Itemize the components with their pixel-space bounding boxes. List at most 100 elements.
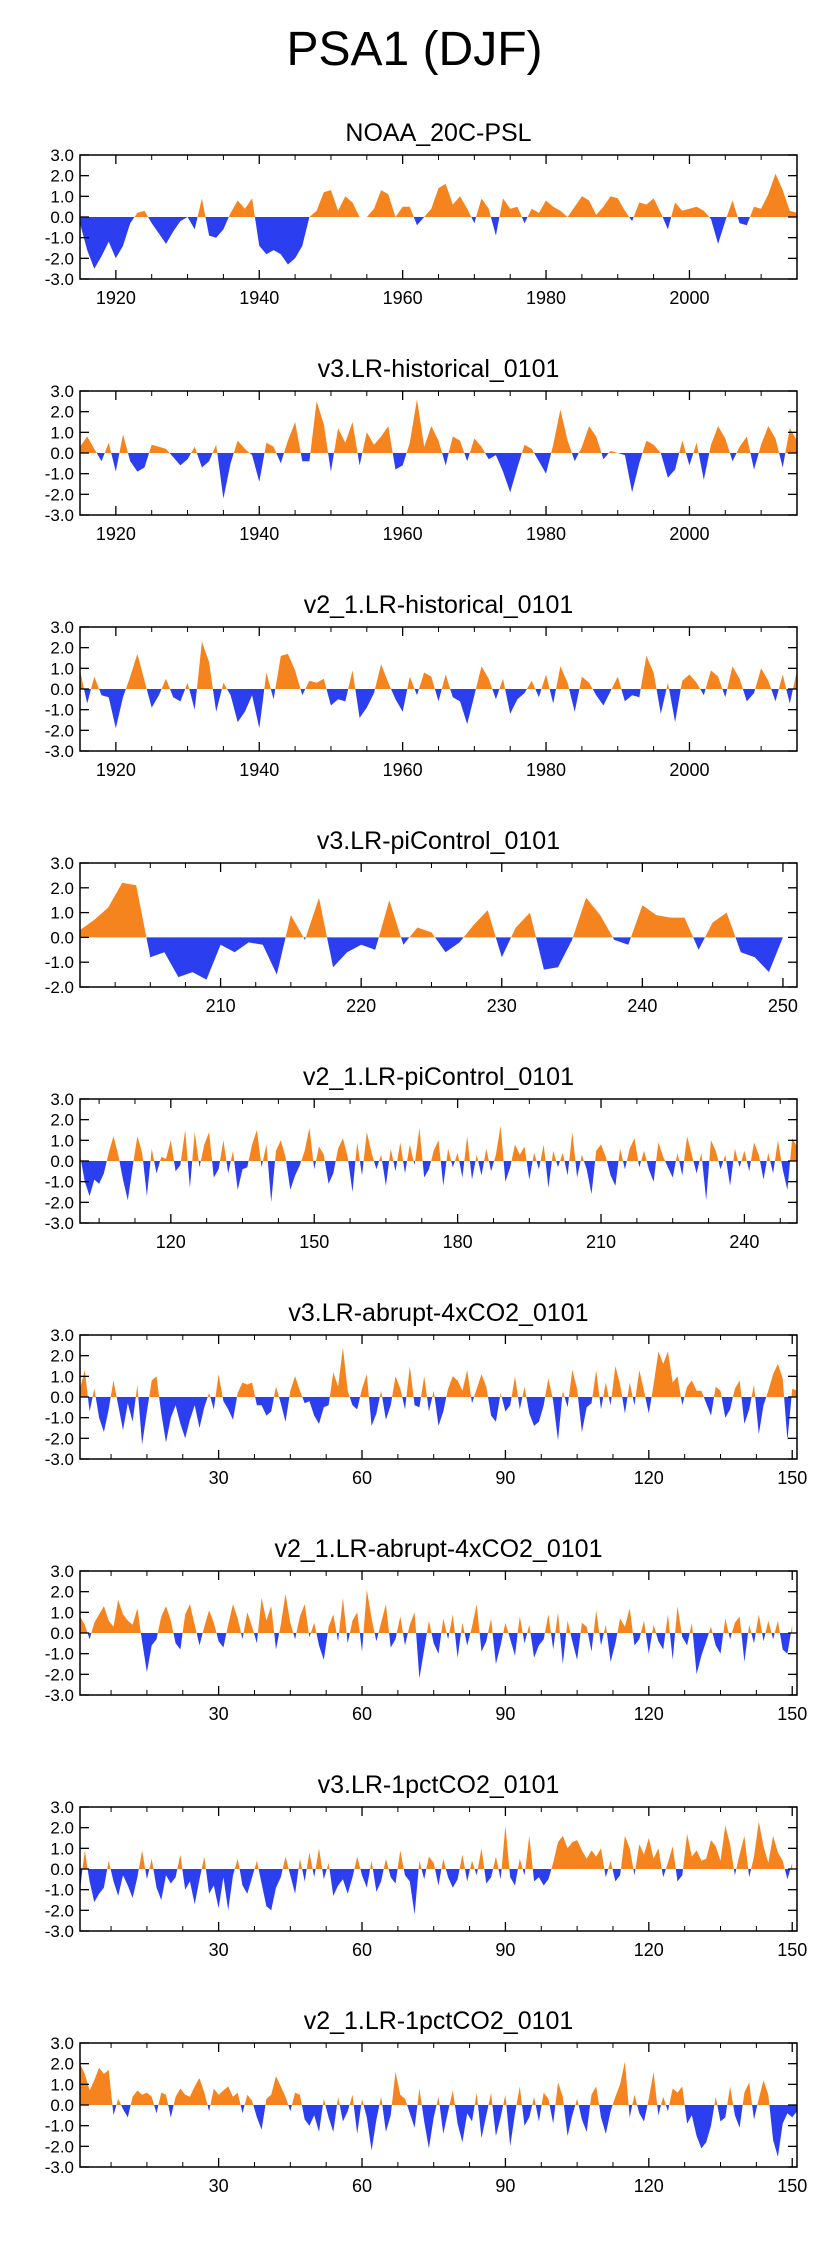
- x-tick-label: 1920: [96, 760, 136, 780]
- chart-panel: v2_1.LR-piControl_0101 3.0 2.01.0 0.0 -1.0-2…: [45, 1063, 798, 1252]
- y-tick-label: -3.0: [45, 2158, 74, 2177]
- x-tick-label: 30: [209, 2176, 229, 2196]
- chart-panel: v3.LR-1pctCO2_0101 3.0 2.01.0 0.0 -1.0-2.0 -3…: [45, 1771, 808, 1960]
- x-tick-label: 60: [352, 1940, 372, 1960]
- y-tick-label: 3.0: [50, 1562, 74, 1581]
- y-tick-label: 3.0: [50, 1798, 74, 1817]
- y-tick-label: 0.0: [50, 1388, 74, 1407]
- y-tick-label: 3.0: [50, 618, 74, 637]
- negative-area: [80, 1869, 793, 1915]
- positive-area: [80, 2061, 797, 2105]
- chart-title: v3.LR-1pctCO2_0101: [318, 1771, 560, 1799]
- positive-area: [80, 399, 797, 453]
- y-tick-label: 0.0: [50, 444, 74, 463]
- y-tick-label: -3.0: [45, 1922, 74, 1941]
- x-tick-label: 90: [495, 2176, 515, 2196]
- y-tick-label: -2.0: [45, 2137, 74, 2156]
- chart-panel: v2_1.LR-abrupt-4xCO2_0101 3.0 2.01.0 0.0 -1.…: [45, 1535, 808, 1724]
- chart-title: v2_1.LR-abrupt-4xCO2_0101: [275, 1535, 603, 1563]
- x-tick-label: 1940: [239, 760, 279, 780]
- y-tick-label: 2.0: [50, 2055, 74, 2074]
- y-tick-label: 0.0: [50, 928, 74, 947]
- y-tick-label: 2.0: [50, 1347, 74, 1366]
- x-tick-label: 220: [346, 996, 376, 1016]
- x-tick-label: 2000: [669, 760, 709, 780]
- positive-area: [80, 1821, 793, 1869]
- negative-area: [80, 453, 797, 499]
- x-tick-label: 120: [634, 1704, 664, 1724]
- y-tick-label: 2.0: [50, 879, 74, 898]
- y-tick-label: 3.0: [50, 854, 74, 873]
- x-tick-label: 240: [729, 1232, 759, 1252]
- y-tick-label: 0.0: [50, 1860, 74, 1879]
- x-tick-label: 60: [352, 1468, 372, 1488]
- x-tick-label: 1980: [526, 760, 566, 780]
- y-tick-label: -2.0: [45, 485, 74, 504]
- y-tick-label: 2.0: [50, 167, 74, 186]
- x-tick-label: 150: [777, 1468, 807, 1488]
- y-tick-label: -2.0: [45, 249, 74, 268]
- x-tick-label: 180: [443, 1232, 473, 1252]
- x-tick-label: 150: [299, 1232, 329, 1252]
- negative-area: [80, 1161, 797, 1203]
- x-tick-label: 120: [156, 1232, 186, 1252]
- x-tick-label: 2000: [669, 288, 709, 308]
- page-title: PSA1 (DJF): [286, 23, 543, 76]
- negative-area: [80, 217, 797, 269]
- x-tick-label: 60: [352, 2176, 372, 2196]
- y-tick-label: -1.0: [45, 1409, 74, 1428]
- y-tick-label: -3.0: [45, 270, 74, 289]
- x-tick-label: 2000: [669, 524, 709, 544]
- y-tick-label: 3.0: [50, 1090, 74, 1109]
- y-tick-label: -2.0: [45, 1665, 74, 1684]
- y-tick-label: 1.0: [50, 187, 74, 206]
- y-tick-label: 1.0: [50, 659, 74, 678]
- x-tick-label: 210: [586, 1232, 616, 1252]
- positive-area: [80, 1125, 797, 1161]
- y-tick-label: -1.0: [45, 2117, 74, 2136]
- x-tick-label: 150: [777, 1704, 807, 1724]
- x-tick-label: 1960: [383, 524, 423, 544]
- x-tick-label: 90: [495, 1940, 515, 1960]
- y-tick-label: -3.0: [45, 1686, 74, 1705]
- positive-area: [80, 1347, 797, 1397]
- chart-title: v2_1.LR-1pctCO2_0101: [304, 2007, 574, 2035]
- y-tick-label: -1.0: [45, 1645, 74, 1664]
- x-tick-label: 1940: [239, 524, 279, 544]
- chart-title: v3.LR-abrupt-4xCO2_0101: [288, 1299, 588, 1327]
- y-tick-label: 2.0: [50, 403, 74, 422]
- y-tick-label: 0.0: [50, 1152, 74, 1171]
- x-tick-label: 1940: [239, 288, 279, 308]
- plot-frame: [79, 862, 798, 988]
- y-tick-label: -3.0: [45, 1450, 74, 1469]
- chart-panel: NOAA_20C-PSL 3.0 2.01.0 0.0 -1.0-2.0 -3.0 1920…: [45, 119, 798, 308]
- y-tick-label: 3.0: [50, 146, 74, 165]
- x-tick-label: 30: [209, 1704, 229, 1724]
- chart-panel: v3.LR-historical_0101 3.0 2.01.0 0.0 -1.0-2.…: [45, 355, 798, 544]
- y-tick-label: -1.0: [45, 1173, 74, 1192]
- y-tick-label: 1.0: [50, 423, 74, 442]
- y-tick-label: -1.0: [45, 953, 74, 972]
- y-tick-label: -2.0: [45, 1429, 74, 1448]
- y-tick-label: 2.0: [50, 639, 74, 658]
- negative-area: [80, 937, 797, 980]
- y-tick-label: -3.0: [45, 742, 74, 761]
- positive-area: [80, 882, 797, 938]
- x-tick-label: 240: [627, 996, 657, 1016]
- y-tick-label: 1.0: [50, 2075, 74, 2094]
- x-tick-label: 120: [634, 2176, 664, 2196]
- chart-panel: v3.LR-abrupt-4xCO2_01013.02.01.00.0-1.0-…: [45, 1299, 808, 1488]
- y-tick-label: 0.0: [50, 208, 74, 227]
- negative-area: [80, 2105, 797, 2157]
- negative-area: [80, 1397, 797, 1445]
- y-tick-label: 2.0: [50, 1583, 74, 1602]
- chart-title: v2_1.LR-historical_0101: [304, 591, 574, 619]
- x-tick-label: 30: [209, 1940, 229, 1960]
- y-tick-label: 3.0: [50, 1326, 74, 1345]
- y-tick-label: -3.0: [45, 1214, 74, 1233]
- y-tick-label: 1.0: [50, 1131, 74, 1150]
- y-tick-label: 0.0: [50, 1624, 74, 1643]
- chart-title: v2_1.LR-piControl_0101: [303, 1063, 574, 1091]
- y-tick-label: 2.0: [50, 1111, 74, 1130]
